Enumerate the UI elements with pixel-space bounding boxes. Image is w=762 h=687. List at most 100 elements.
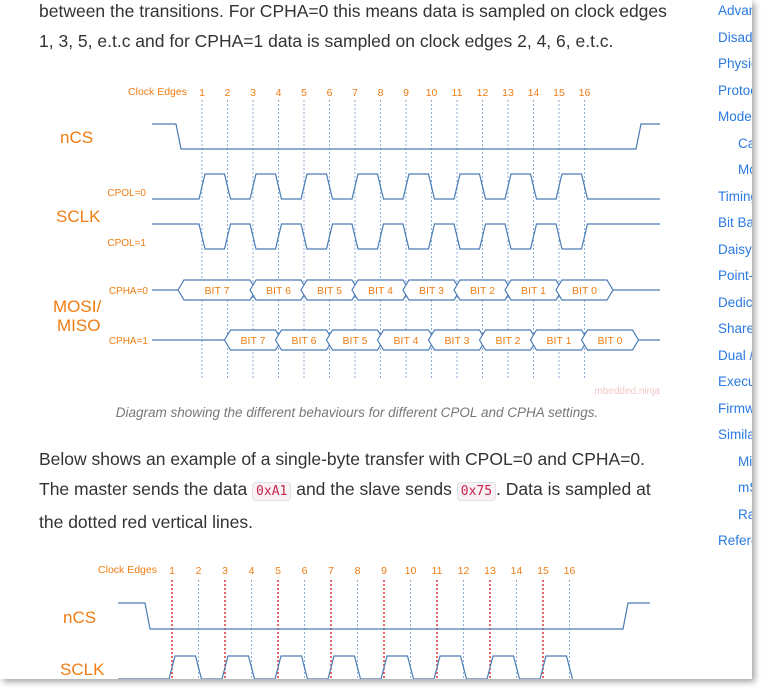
toc-link[interactable]: Dual / [718,347,752,363]
sclk-label: SCLK [56,207,101,226]
clock-edge-number: 12 [458,565,470,577]
toc-link[interactable]: Execute [718,374,752,389]
clock-edge-number: 2 [196,565,202,577]
cpol-cpha-diagram: Clock Edges 1 2 3 4 5 6 7 8 9 10 11 12 13 14 15 16nCSSCL… [53,86,660,397]
toc-link[interactable]: Shared [718,321,752,336]
diagram-caption: Diagram showing the different behaviours… [115,405,599,420]
clock-edge-number: 4 [249,565,255,577]
clock-edges-label: Clock Edges [98,564,157,576]
clock-edge-number: 10 [405,565,417,577]
clock-edge-number: 11 [452,87,463,99]
sclk-cpol1-waveform [152,223,660,250]
toc-link[interactable]: Bit Banging [718,215,752,230]
paragraph-line: 1, 3, 5, e.t.c and for CPHA=1 data is sa… [39,31,614,51]
clock-edge-number: 15 [537,565,549,577]
paragraph-transfer-example: Below shows an example of a single-byte … [39,444,679,537]
clock-edge-number: 14 [511,565,523,577]
sclk-label: SCLK [60,660,105,679]
code-master-data: 0xA1 [252,482,292,501]
clock-edge-number: 15 [553,87,565,99]
page-frame: between the transitions. For CPHA=0 this… [39,0,752,679]
toc-link[interactable]: References [718,533,752,548]
clock-edge-number: 14 [528,87,540,99]
clock-edge-number: 7 [328,565,334,577]
cpha1-bit-label: BIT 2 [496,335,521,347]
table-of-contents: Advantages Disadvantages Physical Layer Pro… [712,0,752,679]
paragraph-text: and the slave sends [291,479,457,499]
toc-link[interactable]: Physical Layer [718,56,752,71]
clock-edge-number: 9 [403,87,409,99]
sclk-cpol0-waveform [152,173,660,200]
cpha0-label: CPHA=0 [109,286,149,297]
cpol0-label: CPOL=0 [107,188,146,199]
clock-edge-number: 16 [564,565,576,577]
clock-edge-number: 16 [579,87,591,99]
clock-edge-number: 2 [225,87,231,99]
clock-edge-number: 12 [477,87,489,99]
cpha0-bit-label: BIT 1 [521,285,546,297]
single-byte-transfer-diagram: Clock Edges 1 2 3 4 5 6 7 8 9 10 11 12 13 14 15 16nCSSCL… [60,564,650,679]
cpol1-label: CPOL=1 [107,238,146,249]
toc-link[interactable]: Mi [738,453,752,469]
cpha1-bit-label: BIT 5 [343,335,368,347]
cpha1-bit-label: BIT 6 [292,335,317,347]
ncs-label: nCS [63,608,96,627]
clock-edge-number: 6 [327,87,333,99]
paragraph-text: . Data is sampled at [496,479,651,499]
paragraph-line: the dotted red vertical lines. [39,512,254,532]
paragraph-cpha-explanation: between the transitions. For CPHA=0 this… [39,0,679,56]
ncs-label: nCS [60,128,93,147]
paragraph-line: Below shows an example of a single-byte … [39,449,646,469]
ncs-waveform [118,602,650,630]
cpha0-bit-label: BIT 3 [419,285,444,297]
clock-edge-number: 6 [302,565,308,577]
toc-link[interactable]: Modes [718,109,752,124]
mosi-label: MOSI/ [53,297,101,316]
article-content: between the transitions. For CPHA=0 this… [39,0,679,679]
clock-edge-number: 4 [276,87,282,99]
cpha0-bit-label: BIT 4 [368,285,393,297]
toc-link[interactable]: Timing [718,188,752,204]
cpha0-bit-label: BIT 7 [205,285,230,297]
cpha1-bit-label: BIT 4 [394,335,419,347]
clock-edge-number: 5 [275,565,281,577]
clock-edge-number: 3 [222,565,228,577]
cpha1-label: CPHA=1 [109,336,149,347]
toc-link[interactable]: Ca [738,135,752,151]
clock-edge-number: 5 [301,87,307,99]
toc-link[interactable]: Daisy Chaining [718,241,752,257]
toc-link[interactable]: Advantages [718,3,752,18]
cpha0-bit-label: BIT 5 [317,285,342,297]
cpha0-bit-label: BIT 6 [266,285,291,297]
toc-link[interactable]: Disadvantages [718,29,752,45]
toc-link[interactable]: Ra [738,506,752,522]
toc-link[interactable]: Mo [738,162,752,177]
sclk-waveform [118,655,574,679]
watermark: mbedded.ninja [594,386,660,397]
clock-edge-number: 10 [426,87,438,99]
clock-edge-number: 13 [502,87,514,99]
clock-edge-number: 11 [432,565,443,577]
cpha1-bit-label: BIT 7 [241,335,266,347]
paragraph-text: The master sends the data [39,479,253,499]
cpha0-bit-label: BIT 2 [470,285,495,297]
cpha1-bit-label: BIT 0 [598,335,623,347]
clock-edges-label: Clock Edges [128,86,187,98]
cpha1-bit-label: BIT 3 [445,335,470,347]
toc-link[interactable]: Dedicated [718,294,752,310]
toc-link[interactable]: Similar [718,427,752,442]
toc-link[interactable]: Firmware [718,400,752,416]
toc-link[interactable]: mS [738,480,752,495]
clock-edge-number: 7 [352,87,358,99]
ncs-waveform [152,123,660,150]
toc-link[interactable]: Protocol [718,82,752,98]
clock-edge-number: 1 [169,565,175,577]
paragraph-line: between the transitions. For CPHA=0 this… [39,1,667,21]
toc-link[interactable]: Point-to-Point [718,268,752,283]
cpha0-bit-label: BIT 0 [572,285,597,297]
clock-edge-number: 13 [484,565,496,577]
miso-label: MISO [57,316,100,335]
clock-edge-number: 9 [381,565,387,577]
clock-edge-number: 8 [355,565,361,577]
clock-edge-number: 8 [378,87,384,99]
